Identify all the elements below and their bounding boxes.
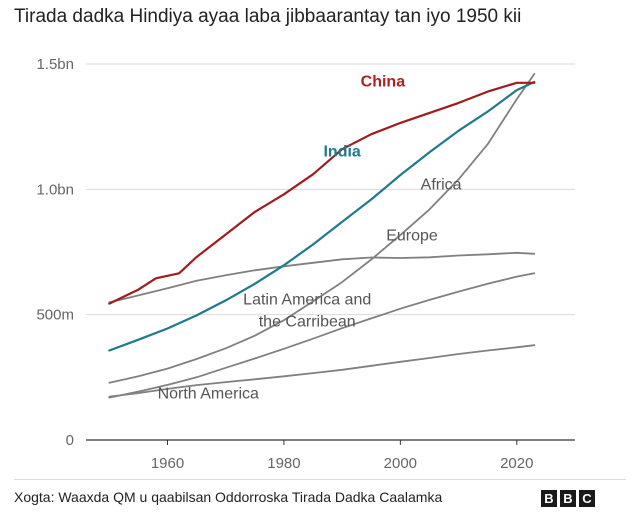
bbc-logo-letter: B	[541, 490, 557, 507]
y-tick-label: 500m	[36, 307, 74, 324]
chart-title: Tirada dadka Hindiya ayaa laba jibbaaran…	[14, 6, 522, 27]
bbc-logo-letter: B	[560, 490, 576, 507]
source-note: Xogta: Waaxda QM u qaabilsan Oddorroska …	[14, 489, 443, 505]
series-label-latin-america-and-the-carribean: Latin America and	[243, 292, 371, 309]
series-line-india	[108, 80, 536, 352]
series-line-europe	[108, 251, 536, 304]
x-tick-label: 1960	[151, 455, 184, 472]
y-tick-label: 1.5bn	[36, 56, 74, 73]
series-line-north-america	[108, 344, 536, 398]
x-axis: 1960 1980 2000 2020	[86, 439, 575, 472]
series-line-africa	[108, 73, 536, 384]
series-label-latin-america-and-the-carribean: the Carribean	[259, 314, 356, 331]
series-line-china	[108, 81, 536, 305]
series-label-china: China	[361, 74, 406, 91]
series-label-africa: Africa	[421, 176, 462, 193]
series-label-india: India	[323, 144, 360, 161]
x-tick-label: 2000	[384, 455, 417, 472]
y-tick-label: 0	[66, 432, 74, 449]
x-tick-label: 1980	[267, 455, 300, 472]
y-axis-ticks: 0 500m 1.0bn 1.5bn	[36, 56, 74, 449]
series-labels: China India Africa Europe Latin America and t…	[158, 74, 462, 403]
series-label-europe: Europe	[386, 228, 438, 245]
series-label-north-america: North America	[158, 386, 259, 403]
bbc-logo: B B C	[541, 490, 595, 507]
line-chart: 0 500m 1.0bn 1.5bn 1960 1980 2000 2020 China In…	[36, 56, 575, 472]
series-line-latin-america-and-the-carribean	[108, 272, 536, 399]
x-tick-label: 2020	[500, 455, 533, 472]
footer-divider	[14, 479, 626, 480]
gridlines	[86, 63, 575, 316]
series-lines	[108, 73, 536, 399]
bbc-logo-letter: C	[579, 490, 595, 507]
y-tick-label: 1.0bn	[36, 181, 74, 198]
